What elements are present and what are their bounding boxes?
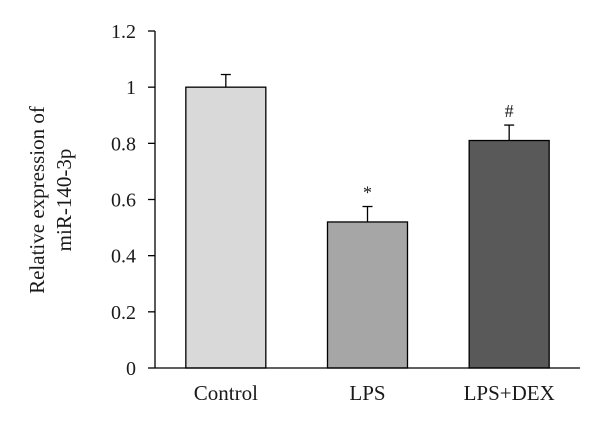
category-labels: Control LPS LPS+DEX — [194, 381, 555, 405]
category-label: Control — [194, 381, 258, 405]
category-label: LPS+DEX — [464, 381, 555, 405]
y-tick-label: 1 — [126, 77, 136, 99]
significance-marker: * — [363, 183, 372, 203]
y-tick-label: 0 — [126, 358, 136, 380]
bar-lps-dex — [468, 139, 550, 369]
significance-markers: *# — [363, 101, 514, 202]
y-tick-label: 0.2 — [111, 302, 136, 324]
bar-control — [185, 86, 267, 369]
bar-lps — [326, 221, 409, 369]
y-tick-label: 0.4 — [111, 246, 136, 268]
y-tick-label: 0.6 — [111, 190, 136, 212]
y-axis-title: Relative expression of miR-140-3p — [25, 106, 76, 294]
y-tick-label: 1.2 — [111, 21, 136, 43]
y-axis-ticks: 0 0.2 0.4 0.6 0.8 1 1.2 — [111, 21, 155, 380]
bars — [185, 86, 550, 369]
y-tick-label: 0.8 — [111, 133, 136, 155]
significance-marker: # — [505, 101, 514, 121]
error-bars — [220, 73, 515, 222]
category-label: LPS — [349, 381, 385, 405]
y-axis-title-line-1: Relative expression of — [25, 106, 49, 294]
y-axis-title-line-2: miR-140-3p — [52, 149, 76, 252]
